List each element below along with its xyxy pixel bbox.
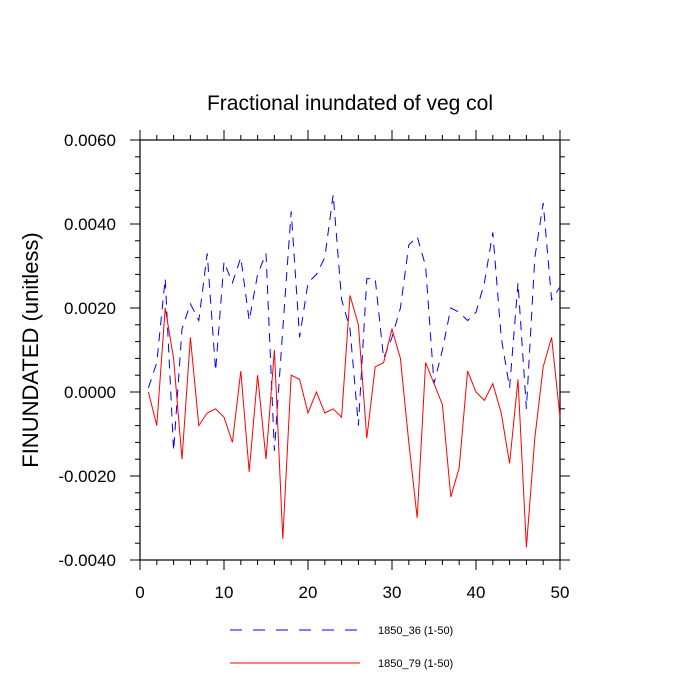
y-axis-label: FINUNDATED (unitless) [18, 232, 43, 468]
x-tick-label: 0 [135, 583, 144, 602]
plot-frame [139, 139, 561, 561]
series-line-1 [147, 194, 561, 451]
x-tick-label: 20 [299, 583, 318, 602]
y-tick-label: 0.0020 [64, 299, 116, 318]
series-line-2 [147, 295, 561, 548]
y-tick-label: 0.0000 [64, 383, 116, 402]
chart-title: Fractional inundated of veg col [207, 92, 493, 115]
x-tick-label: 10 [215, 583, 234, 602]
legend-label-1: 1850_36 (1-50) [378, 625, 453, 637]
x-tick-label: 40 [467, 583, 486, 602]
y-tick-label: -0.0020 [58, 467, 116, 486]
legend: 1850_36 (1-50) 1850_79 (1-50) [230, 625, 453, 670]
y-tick-label: 0.0040 [64, 215, 116, 234]
x-tick-label: 30 [383, 583, 402, 602]
plot-area: 0 10 20 30 40 50 -0.0040 -0.0020 0.0000 0.0020 0.0… [58, 130, 570, 602]
y-tick-label: -0.0040 [58, 551, 116, 570]
x-tick-label: 50 [551, 583, 570, 602]
y-tick-label: 0.0060 [64, 131, 116, 150]
legend-label-2: 1850_79 (1-50) [378, 658, 453, 670]
